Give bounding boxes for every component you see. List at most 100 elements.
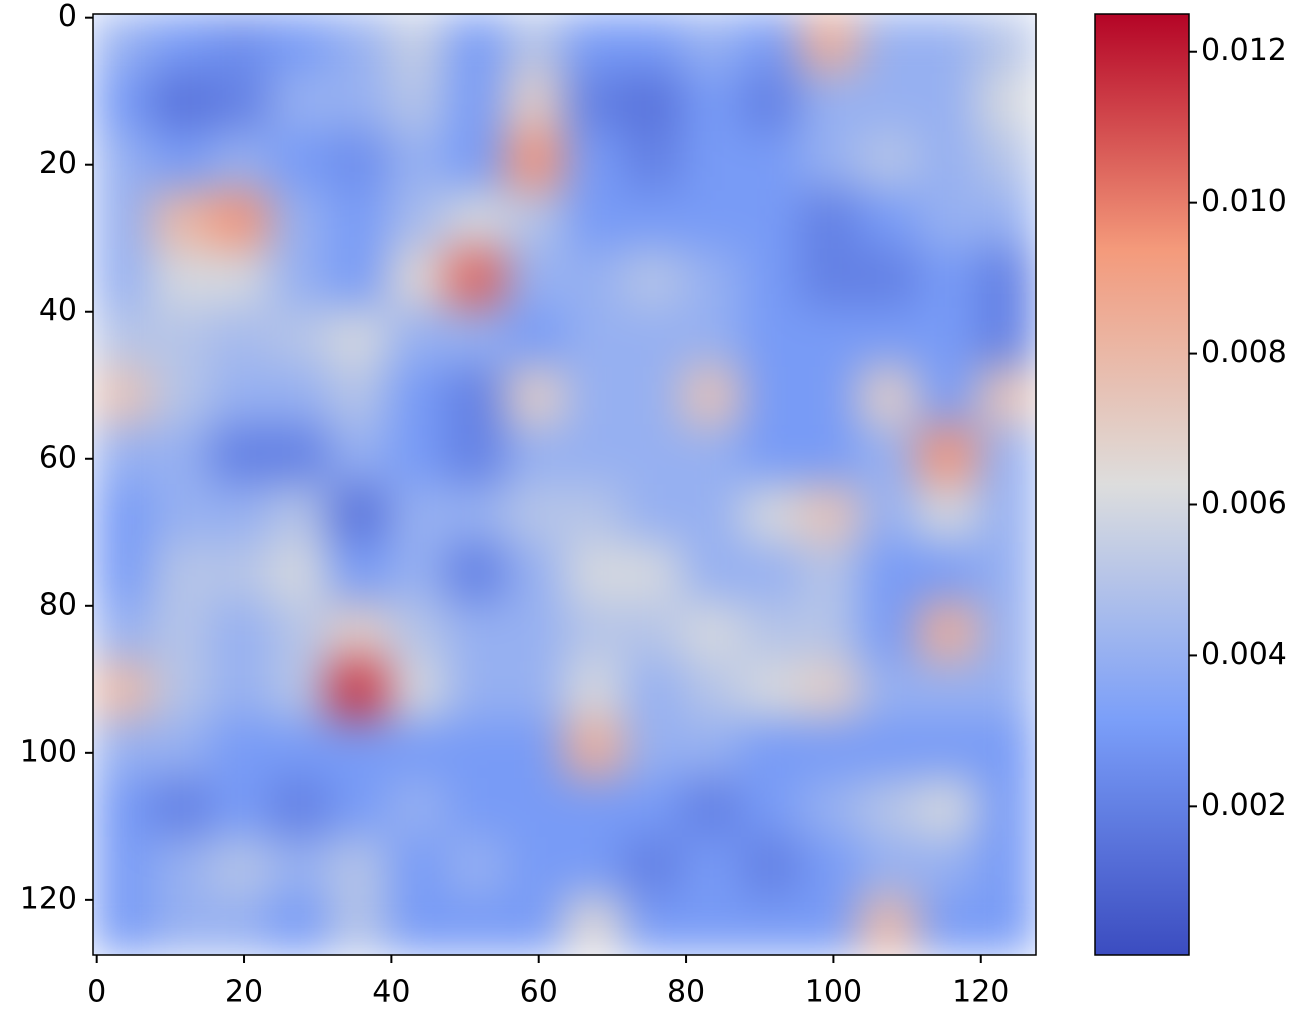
heatmap-cell bbox=[740, 189, 801, 250]
heatmap-cell bbox=[564, 72, 624, 133]
heatmap-cell bbox=[93, 14, 153, 74]
y-tick-label: 0 bbox=[58, 0, 77, 34]
heatmap-cell bbox=[976, 542, 1036, 603]
heatmap-cell bbox=[446, 601, 507, 662]
heatmap-cell bbox=[328, 189, 389, 250]
heatmap-cell bbox=[917, 778, 978, 838]
heatmap-cell bbox=[681, 484, 742, 544]
heatmap-cell bbox=[799, 895, 860, 955]
heatmap-cell bbox=[505, 131, 565, 191]
heatmap-cell bbox=[622, 189, 683, 250]
heatmap-area bbox=[93, 14, 1036, 955]
heatmap-cell bbox=[622, 660, 683, 721]
heatmap-cell bbox=[799, 484, 860, 544]
heatmap-cell bbox=[740, 895, 801, 955]
heatmap-cell bbox=[328, 542, 389, 603]
heatmap-cell bbox=[269, 425, 330, 485]
colorbar-tick-label: 0.006 bbox=[1201, 486, 1287, 521]
heatmap-cell bbox=[858, 307, 919, 368]
heatmap-cell bbox=[387, 366, 448, 427]
heatmap-cell bbox=[976, 425, 1036, 485]
heatmap-cell bbox=[858, 660, 919, 721]
heatmap-cell bbox=[858, 425, 919, 485]
heatmap-cell bbox=[328, 836, 389, 897]
heatmap-cell bbox=[387, 836, 448, 897]
y-tick-label: 80 bbox=[39, 587, 77, 622]
y-tick-label: 20 bbox=[39, 146, 77, 181]
heatmap-cell bbox=[93, 72, 153, 133]
heatmap-cell bbox=[622, 248, 683, 309]
heatmap-cell bbox=[622, 307, 683, 368]
heatmap-cell bbox=[564, 131, 624, 191]
heatmap-cell bbox=[740, 307, 801, 368]
heatmap-cell bbox=[93, 719, 153, 780]
heatmap-cell bbox=[210, 660, 271, 721]
x-tick-label: 20 bbox=[225, 975, 263, 1010]
heatmap-cell bbox=[328, 72, 389, 133]
heatmap-cell bbox=[269, 542, 330, 603]
heatmap-cell bbox=[387, 131, 448, 191]
heatmap-cell bbox=[151, 601, 212, 662]
heatmap-cell bbox=[151, 14, 212, 74]
heatmap-cell bbox=[387, 189, 448, 250]
heatmap-cell bbox=[210, 248, 271, 309]
y-tick-label: 120 bbox=[20, 881, 77, 916]
heatmap-cell bbox=[387, 484, 448, 544]
heatmap-cell bbox=[446, 366, 507, 427]
heatmap-cell bbox=[681, 719, 742, 780]
y-tick-label: 40 bbox=[39, 293, 77, 328]
heatmap-cell bbox=[505, 719, 565, 780]
heatmap-cell bbox=[446, 778, 507, 838]
heatmap-cell bbox=[210, 836, 271, 897]
heatmap-cell bbox=[446, 14, 507, 74]
heatmap-cell bbox=[269, 248, 330, 309]
heatmap-cell bbox=[210, 189, 271, 250]
heatmap-cell bbox=[858, 895, 919, 955]
heatmap-cell bbox=[622, 836, 683, 897]
heatmap-cell bbox=[328, 366, 389, 427]
heatmap-cell bbox=[858, 542, 919, 603]
heatmap-cell bbox=[564, 248, 624, 309]
heatmap-cell bbox=[564, 189, 624, 250]
heatmap-cell bbox=[328, 14, 389, 74]
heatmap-cell bbox=[858, 14, 919, 74]
heatmap-cell bbox=[210, 14, 271, 74]
heatmap-cell bbox=[622, 425, 683, 485]
heatmap-cell bbox=[328, 601, 389, 662]
heatmap-cell bbox=[387, 72, 448, 133]
heatmap-cell bbox=[93, 248, 153, 309]
heatmap-cell bbox=[93, 131, 153, 191]
heatmap-cell bbox=[446, 425, 507, 485]
heatmap-cell bbox=[446, 660, 507, 721]
heatmap-cell bbox=[564, 307, 624, 368]
heatmap-cell bbox=[387, 719, 448, 780]
heatmap-cell bbox=[976, 248, 1036, 309]
heatmap-cell bbox=[446, 189, 507, 250]
heatmap-cell bbox=[681, 72, 742, 133]
heatmap-cell bbox=[505, 189, 565, 250]
heatmap-cell bbox=[740, 660, 801, 721]
heatmap-cell bbox=[917, 72, 978, 133]
heatmap-cell bbox=[269, 307, 330, 368]
heatmap-cell bbox=[269, 484, 330, 544]
heatmap-cell bbox=[799, 836, 860, 897]
heatmap-cell bbox=[740, 601, 801, 662]
heatmap-cell bbox=[328, 484, 389, 544]
heatmap-cell bbox=[858, 72, 919, 133]
heatmap-cell bbox=[740, 14, 801, 74]
heatmap-cell bbox=[564, 484, 624, 544]
heatmap-cell bbox=[740, 542, 801, 603]
heatmap-cell bbox=[505, 248, 565, 309]
x-tick-label: 0 bbox=[87, 975, 106, 1010]
heatmap-cell bbox=[151, 484, 212, 544]
heatmap-cell bbox=[328, 425, 389, 485]
heatmap-cell bbox=[93, 778, 153, 838]
heatmap-cell bbox=[387, 542, 448, 603]
x-tick-label: 100 bbox=[805, 975, 862, 1010]
heatmap-cell bbox=[564, 366, 624, 427]
heatmap-cell bbox=[328, 307, 389, 368]
heatmap-cell bbox=[387, 425, 448, 485]
colorbar-tick-label: 0.010 bbox=[1201, 184, 1287, 219]
heatmap-cell bbox=[151, 542, 212, 603]
heatmap-cell bbox=[93, 484, 153, 544]
